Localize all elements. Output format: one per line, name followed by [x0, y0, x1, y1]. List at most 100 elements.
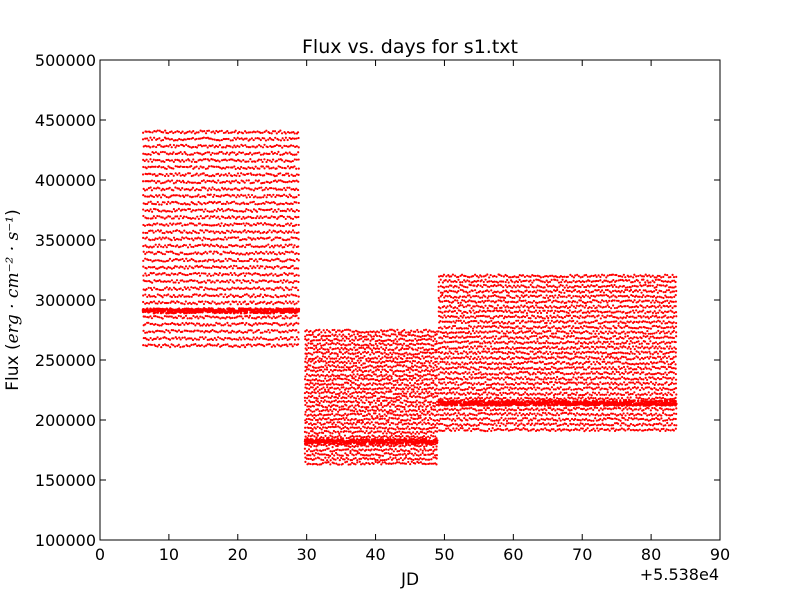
data-point: [211, 202, 215, 205]
data-point: [374, 366, 377, 369]
data-point: [188, 130, 191, 133]
data-point: [168, 274, 171, 277]
data-point: [179, 271, 182, 275]
data-point: [305, 421, 308, 424]
data-point: [206, 167, 209, 170]
data-point: [229, 303, 232, 306]
data-point: [169, 250, 172, 253]
data-point: [141, 173, 145, 176]
data-point: [143, 224, 147, 227]
data-point: [206, 193, 209, 196]
data-point: [305, 329, 308, 332]
data-point: [199, 336, 202, 339]
data-point: [193, 132, 197, 135]
data-point: [279, 144, 282, 148]
data-point: [195, 137, 198, 141]
data-point: [263, 158, 266, 161]
data-point: [338, 406, 341, 409]
data-point: [353, 409, 356, 413]
data-point: [177, 281, 180, 284]
data-point: [262, 223, 265, 226]
data-point: [204, 132, 208, 135]
data-point: [240, 272, 243, 276]
data-point: [394, 400, 397, 403]
data-point: [200, 286, 203, 289]
data-point: [200, 159, 203, 162]
data-point: [158, 187, 161, 190]
data-point: [273, 216, 277, 219]
data-point: [368, 387, 372, 390]
data-point: [340, 369, 343, 373]
data-point: [399, 383, 402, 386]
data-point: [179, 245, 182, 248]
data-point: [167, 145, 170, 148]
data-point: [218, 151, 221, 154]
data-point: [279, 314, 282, 317]
data-point: [213, 238, 216, 241]
data-point: [257, 315, 261, 319]
data-point: [252, 167, 256, 170]
data-point: [147, 153, 150, 156]
data-point: [354, 404, 357, 407]
data-point: [195, 287, 199, 290]
data-point: [296, 131, 300, 134]
data-point: [199, 286, 202, 289]
data-point: [381, 352, 384, 355]
data-point: [159, 229, 163, 232]
data-point: [401, 459, 404, 462]
data-point: [398, 395, 401, 398]
data-point: [259, 274, 262, 277]
data-point: [161, 150, 165, 154]
data-point: [157, 300, 161, 303]
data-point: [378, 397, 381, 400]
data-point: [256, 302, 259, 305]
data-point: [339, 435, 343, 439]
data-point: [342, 386, 345, 389]
data-point: [251, 287, 254, 290]
data-point: [372, 370, 375, 373]
data-point: [343, 339, 346, 342]
data-point: [163, 160, 166, 164]
data-point: [358, 452, 361, 455]
data-point: [354, 368, 357, 371]
data-point: [352, 330, 356, 333]
data-point: [208, 294, 211, 297]
data-point: [209, 250, 212, 253]
data-point: [273, 208, 277, 212]
data-point: [290, 208, 293, 211]
data-point: [147, 210, 151, 213]
data-point: [341, 329, 344, 332]
data-point: [268, 343, 271, 346]
data-point: [204, 286, 207, 289]
data-point: [172, 160, 175, 163]
data-point: [241, 321, 244, 325]
data-point: [234, 344, 238, 347]
data-point: [295, 201, 298, 204]
data-point: [286, 202, 289, 205]
data-point: [320, 357, 323, 361]
data-point: [229, 151, 232, 155]
data-point: [232, 180, 236, 183]
data-point: [372, 382, 375, 385]
data-point: [381, 426, 384, 430]
data-point: [394, 379, 397, 382]
data-point: [256, 323, 259, 326]
data-point: [390, 377, 393, 380]
data-point: [399, 421, 403, 424]
data-point: [229, 265, 233, 268]
data-point: [372, 453, 375, 456]
data-point: [242, 194, 245, 197]
data-point: [210, 200, 213, 204]
data-point: [233, 222, 236, 225]
data-point: [147, 217, 150, 220]
data-point: [334, 393, 338, 396]
data-point: [155, 252, 158, 255]
data-point: [380, 403, 383, 407]
data-point: [262, 196, 265, 199]
data-point: [194, 316, 197, 319]
data-point: [234, 294, 237, 297]
data-point: [376, 436, 379, 439]
data-point: [188, 288, 191, 291]
data-point: [397, 387, 400, 390]
data-point: [281, 295, 284, 298]
